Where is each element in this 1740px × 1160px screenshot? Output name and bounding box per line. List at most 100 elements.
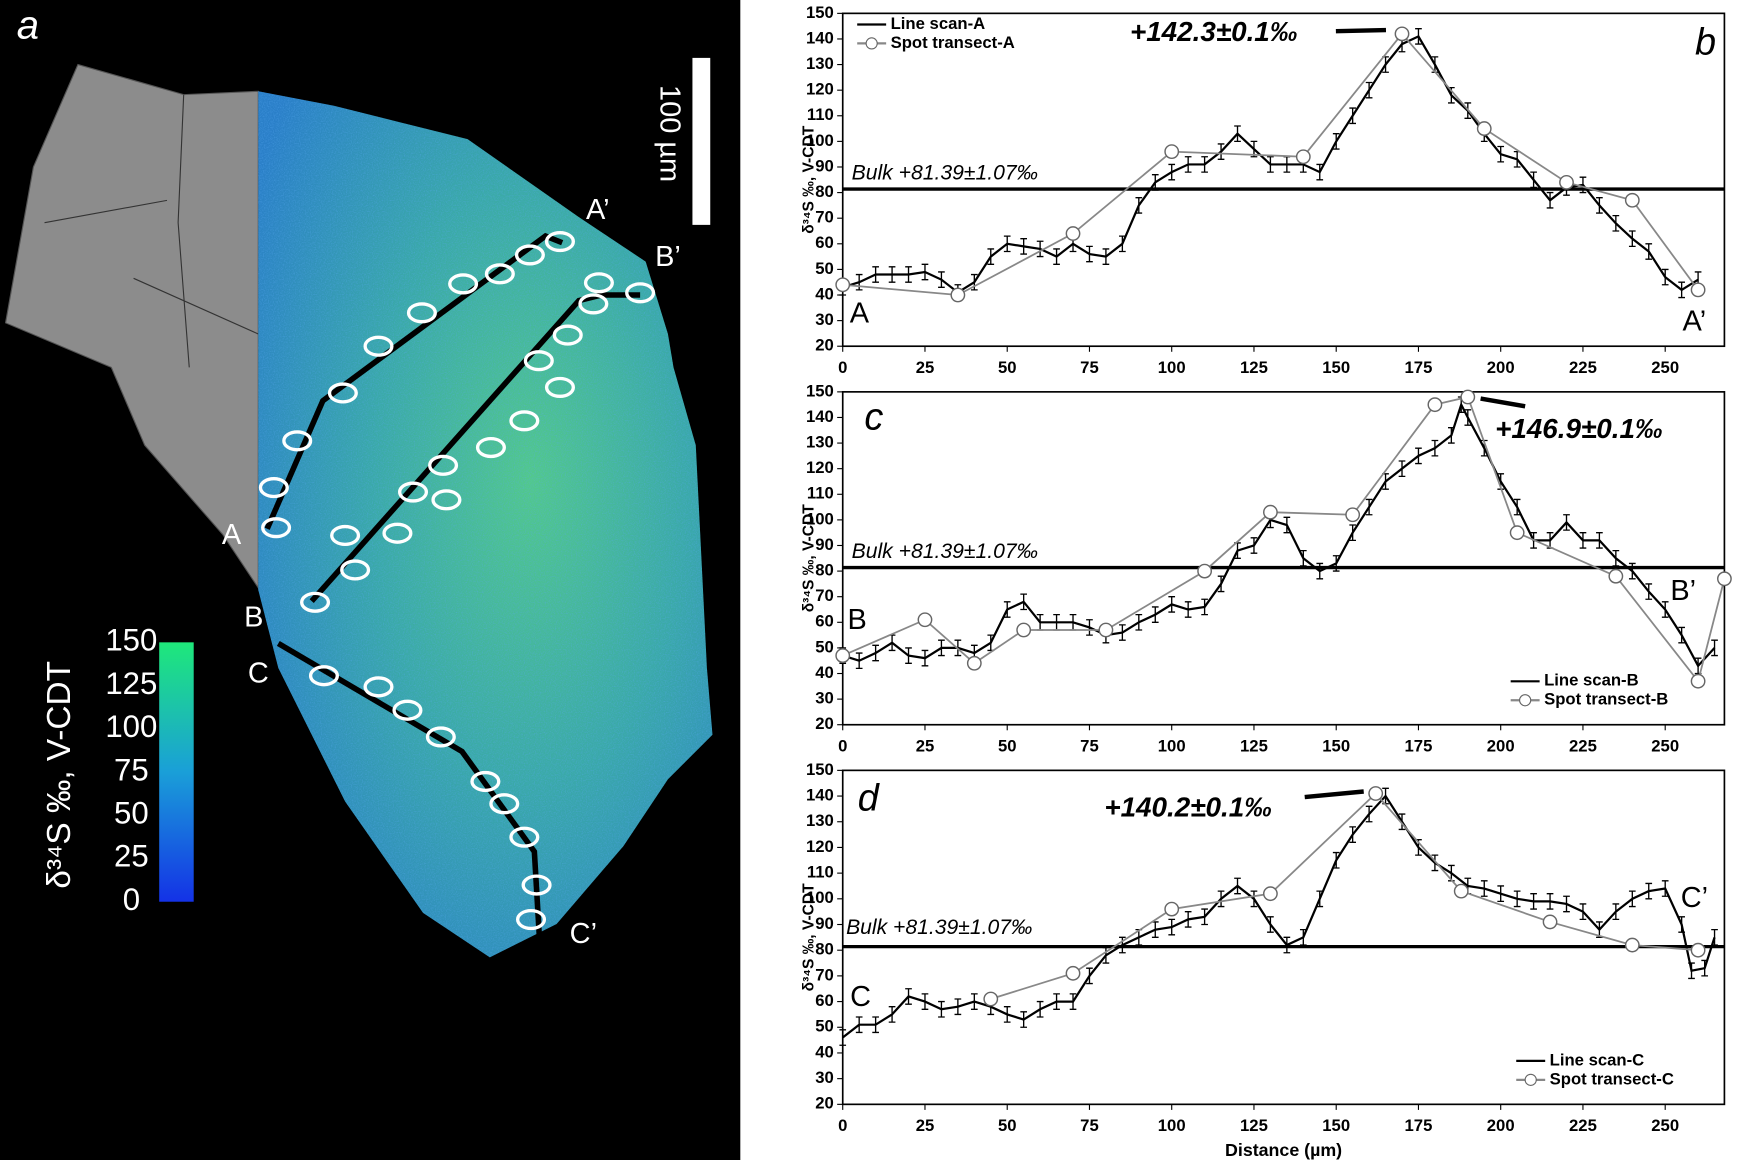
plot-frame (841, 12, 1726, 348)
legend-label: Line scan-A (891, 14, 986, 33)
panel-label: a (17, 3, 39, 47)
colorbar-tick-label: 25 (114, 839, 149, 874)
endpoint-label: B (848, 604, 867, 636)
error-bar (1086, 245, 1093, 263)
y-tick-label: 100 (806, 131, 834, 150)
spot-point (1690, 282, 1706, 298)
error-bar (1678, 916, 1685, 933)
error-bar (1201, 156, 1208, 173)
error-bar (1530, 893, 1537, 910)
y-tick-label: 110 (807, 105, 834, 124)
x-tick-label: 200 (1487, 1116, 1515, 1135)
error-bar (1069, 993, 1077, 1010)
error-bar (872, 266, 879, 283)
scale-bar (692, 57, 711, 225)
error-bar (1151, 606, 1159, 623)
x-tick-label: 0 (838, 1116, 847, 1135)
error-bar (1003, 601, 1011, 618)
y-tick-label: 70 (815, 965, 834, 984)
legend-marker (1524, 1073, 1537, 1086)
error-bar (1003, 1006, 1011, 1023)
path-label: C’ (570, 918, 597, 950)
error-bar (1168, 918, 1176, 936)
error-bar (1349, 524, 1356, 542)
x-tick-label: 100 (1158, 1116, 1186, 1135)
x-tick-label: 100 (1158, 736, 1186, 755)
path-label: C (248, 657, 269, 689)
isotope-map-texture (258, 91, 713, 958)
error-bar (905, 266, 912, 283)
x-tick-label: 250 (1651, 736, 1679, 755)
y-tick-label: 120 (806, 458, 834, 477)
plot-frame (841, 769, 1726, 1106)
error-bar (1299, 928, 1307, 946)
error-bar (1661, 880, 1669, 897)
x-tick-label: 25 (916, 1116, 935, 1135)
transect-line (276, 641, 543, 947)
error-bar (1513, 498, 1521, 516)
error-bar (1151, 174, 1159, 191)
error-bar (1020, 593, 1028, 611)
error-bar (1119, 936, 1126, 954)
reference-label: Bulk +81.39±1.07‰ (852, 540, 1038, 563)
error-bar (1579, 903, 1587, 921)
error-bar (1036, 1000, 1044, 1018)
error-bar (855, 652, 863, 670)
y-tick-label: 120 (806, 837, 834, 856)
error-bar (1398, 813, 1406, 831)
error-bar (1579, 532, 1587, 549)
spot-point (1559, 174, 1574, 190)
y-tick-label: 100 (806, 888, 834, 907)
colorbar-tick-label: 100 (105, 709, 157, 744)
error-bar (1431, 854, 1439, 872)
error-bar (1596, 532, 1603, 549)
error-bar (839, 1029, 847, 1046)
error-bar (1596, 197, 1603, 214)
endpoint-label: A’ (1683, 305, 1707, 337)
colorbar-tick-label: 125 (105, 666, 157, 701)
endpoint-label: C (850, 981, 871, 1013)
error-bar (1628, 890, 1636, 908)
grain-sem (4, 63, 259, 590)
error-bar (1217, 890, 1225, 908)
error-bar (905, 647, 912, 664)
y-tick-label: 30 (815, 689, 834, 708)
error-bar (1283, 516, 1291, 534)
annotation: +140.2±0.1‰ (1104, 792, 1272, 823)
y-tick-label: 70 (815, 208, 834, 227)
map-panel: a 100 µm A A’ B B’ C C’ δ³⁴S ‰, V-CDT 0 2… (0, 0, 741, 1160)
x-tick-label: 125 (1240, 736, 1268, 755)
annotation-leader (1335, 27, 1387, 34)
x-tick-label: 50 (998, 1116, 1017, 1135)
error-bar (888, 266, 896, 283)
x-tick-label: 150 (1322, 736, 1350, 755)
legend-label: Spot transect-A (891, 33, 1015, 52)
error-bar (1003, 235, 1011, 253)
error-bar (1513, 890, 1521, 908)
error-bar (1497, 885, 1505, 903)
error-bar (1086, 619, 1093, 636)
error-bar (938, 1000, 945, 1018)
y-tick-label: 70 (815, 586, 834, 605)
x-tick-label: 175 (1405, 358, 1433, 377)
y-tick-label: 60 (815, 991, 834, 1010)
error-bar (1645, 243, 1653, 260)
x-tick-label: 25 (916, 358, 935, 377)
colorbar-title: δ³⁴S ‰, V-CDT (41, 661, 78, 889)
error-bar (1612, 214, 1620, 232)
error-bar (1612, 549, 1620, 567)
x-tick-label: 25 (916, 736, 935, 755)
colorbar-tick-label: 150 (105, 623, 157, 658)
spot-point (1608, 568, 1624, 584)
spot-point (1368, 786, 1384, 801)
x-tick-label: 0 (838, 736, 847, 755)
y-tick-label: 130 (806, 432, 834, 451)
error-bar (1612, 903, 1620, 921)
error-bar (1250, 537, 1258, 554)
y-tick-label: 40 (815, 1042, 834, 1061)
error-bar (938, 271, 945, 288)
y-tick-label: 50 (815, 259, 834, 278)
error-bar (954, 998, 962, 1016)
endpoint-label: A (850, 298, 870, 330)
legend-label: Spot transect-B (1544, 690, 1668, 709)
